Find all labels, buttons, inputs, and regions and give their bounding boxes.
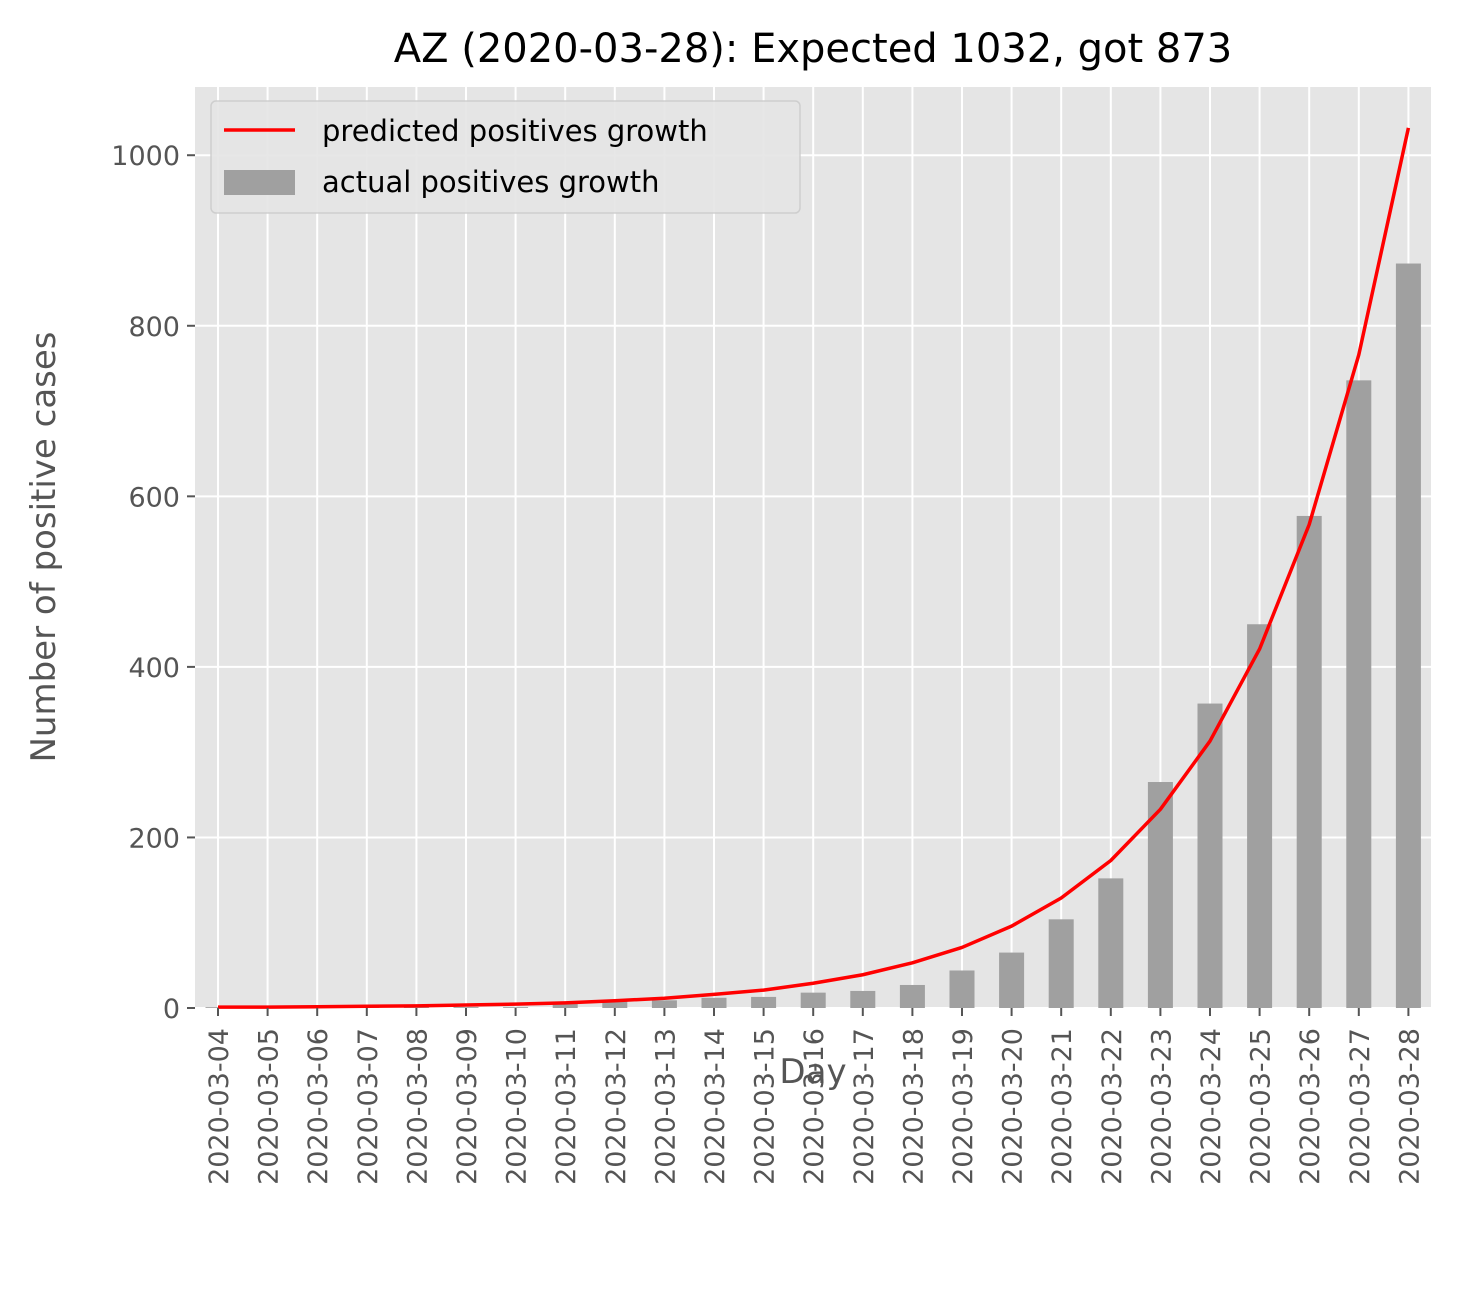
y-tick-label: 1000 — [111, 141, 180, 172]
bar — [1197, 703, 1223, 1008]
bar — [602, 1000, 628, 1008]
x-tick-label: 2020-03-20 — [998, 1028, 1029, 1185]
bar — [1098, 878, 1124, 1008]
x-tick-label: 2020-03-15 — [750, 1028, 781, 1185]
x-tick-label: 2020-03-05 — [254, 1028, 285, 1185]
bar — [850, 990, 876, 1008]
x-tick-label: 2020-03-19 — [948, 1028, 979, 1185]
bar — [651, 1000, 677, 1008]
x-tick-label: 2020-03-18 — [898, 1028, 929, 1185]
x-tick-label: 2020-03-26 — [1295, 1028, 1326, 1185]
x-tick-label: 2020-03-24 — [1196, 1028, 1227, 1185]
x-tick-label: 2020-03-11 — [551, 1028, 582, 1185]
bar — [1346, 380, 1372, 1008]
y-tick-label: 0 — [163, 994, 180, 1025]
line-series — [218, 127, 1411, 1009]
bar — [1247, 624, 1273, 1008]
x-tick-label: 2020-03-22 — [1097, 1028, 1128, 1185]
x-tick-label: 2020-03-14 — [700, 1028, 731, 1185]
x-tick-label: 2020-03-28 — [1394, 1028, 1425, 1185]
legend-label-actual: actual positives growth — [322, 165, 660, 199]
bar — [1296, 515, 1322, 1008]
y-axis-ticks: 0 200 400 600 800 1000 — [111, 141, 195, 1025]
y-axis-label: Number of positive cases — [24, 331, 64, 762]
bar — [503, 1007, 529, 1008]
bar — [800, 992, 826, 1008]
bar — [552, 1003, 578, 1008]
x-tick-label: 2020-03-27 — [1345, 1028, 1376, 1185]
x-tick-label: 2020-03-25 — [1246, 1028, 1277, 1185]
x-tick-label: 2020-03-13 — [650, 1028, 681, 1185]
bar — [453, 1007, 479, 1008]
y-tick-label: 800 — [128, 312, 180, 343]
bar — [1395, 263, 1421, 1008]
legend-label-predicted: predicted positives growth — [322, 114, 708, 148]
bar — [1048, 919, 1074, 1008]
x-tick-label: 2020-03-04 — [204, 1028, 235, 1185]
x-tick-label: 2020-03-10 — [502, 1028, 533, 1185]
bar — [949, 970, 975, 1008]
x-axis-ticks: 2020-03-04 2020-03-05 2020-03-06 2020-03-07… — [204, 1008, 1425, 1185]
x-tick-label: 2020-03-09 — [452, 1028, 483, 1185]
x-tick-label: 2020-03-07 — [353, 1028, 384, 1185]
y-tick-label: 200 — [128, 823, 180, 854]
x-axis-label: Day — [779, 1052, 846, 1092]
x-tick-label: 2020-03-17 — [849, 1028, 880, 1185]
x-tick-label: 2020-03-23 — [1146, 1028, 1177, 1185]
predicted-line — [218, 127, 1411, 1009]
x-tick-label: 2020-03-12 — [601, 1028, 632, 1185]
bar-series — [205, 263, 1421, 1008]
bar — [999, 952, 1025, 1008]
x-tick-label: 2020-03-06 — [303, 1028, 334, 1185]
y-tick-label: 400 — [128, 653, 180, 684]
chart-title: AZ (2020-03-28): Expected 1032, got 873 — [394, 26, 1233, 72]
x-tick-label: 2020-03-08 — [402, 1028, 433, 1185]
bar — [899, 984, 925, 1008]
x-tick-label: 2020-03-21 — [1047, 1028, 1078, 1185]
y-tick-label: 600 — [128, 482, 180, 513]
legend: predicted positives growth actual positi… — [210, 100, 801, 214]
bar — [751, 996, 777, 1008]
bar — [701, 997, 727, 1008]
x-tick-label: 2020-03-16 — [799, 1028, 830, 1185]
legend-bar-swatch — [224, 170, 295, 195]
legend-box — [210, 100, 801, 214]
